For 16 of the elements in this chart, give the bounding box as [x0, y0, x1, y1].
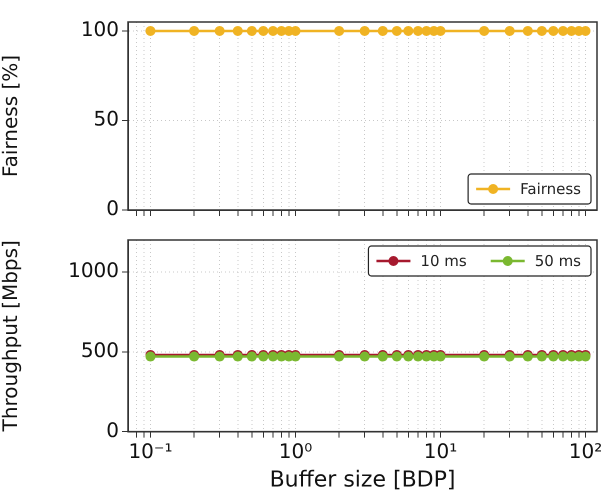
y-axis-title: Fairness [%]: [0, 54, 22, 178]
y-tick-label: 100: [80, 17, 119, 42]
legend-label: 10 ms: [420, 252, 467, 270]
legend-label: Fairness: [520, 180, 582, 198]
y-tick-label: 1000: [68, 258, 119, 282]
y-tick-label: 50: [94, 106, 119, 131]
x-tick-label: 10⁰: [278, 438, 312, 463]
y-axis-title: Throughput [Mbps]: [0, 240, 22, 432]
x-tick-label: 10⁻¹: [128, 438, 172, 463]
x-tick-label: 10²: [568, 438, 602, 463]
y-tick-label: 0: [106, 196, 119, 220]
x-tick-label: 10¹: [424, 438, 458, 463]
y-tick-label: 500: [80, 338, 119, 362]
legend-label: 50 ms: [534, 252, 582, 270]
y-tick-label: 0: [106, 418, 119, 442]
x-axis-title: Buffer size [BDP]: [270, 468, 456, 493]
